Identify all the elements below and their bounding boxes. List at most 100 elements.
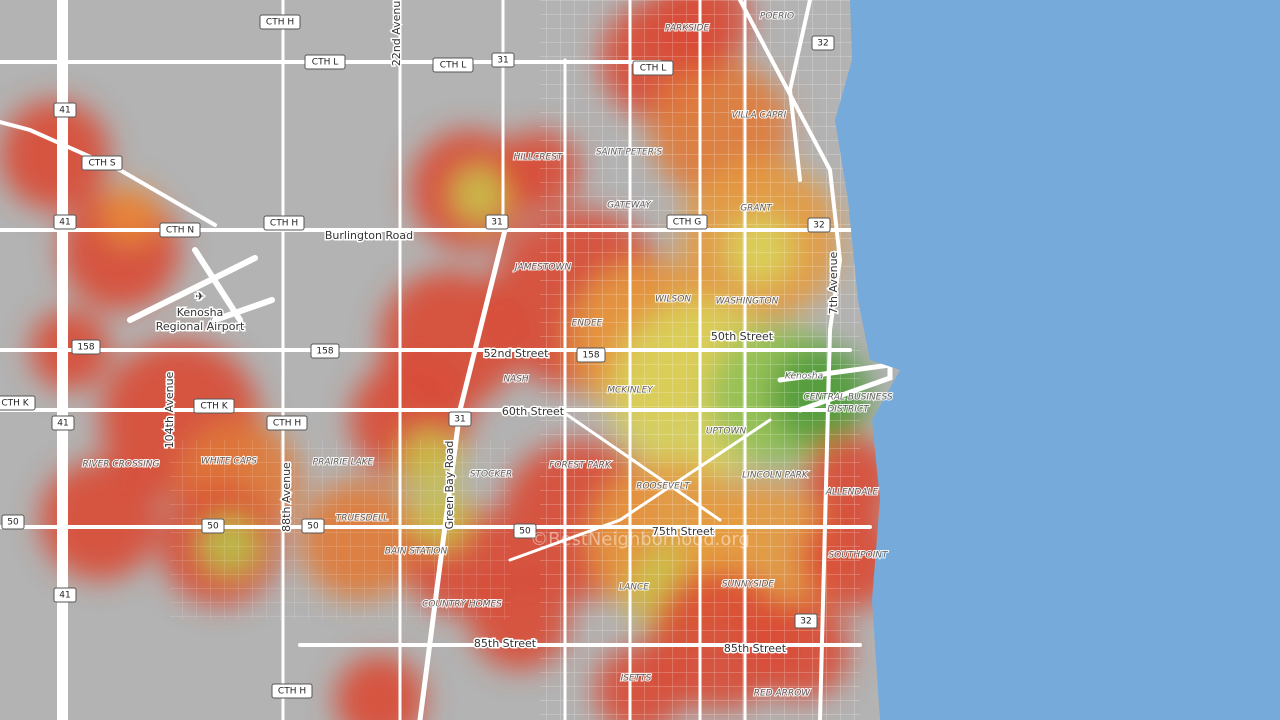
route-shield-label: CTH L (640, 64, 666, 74)
neighborhood-label: LANCE (619, 583, 649, 593)
route-shield (485, 214, 509, 230)
route-shield (304, 54, 346, 70)
route-shield (201, 518, 225, 534)
route-shield-label: 31 (454, 415, 465, 425)
route-shield (1, 514, 25, 530)
route-shield (193, 398, 235, 414)
route-shield-label: 41 (59, 218, 70, 228)
route-shield-label: CTH S (88, 159, 115, 169)
street-label: 60th Street (502, 405, 565, 418)
route-shield (794, 613, 818, 629)
route-shield-label: 41 (59, 591, 70, 601)
neighborhood-label: RED ARROW (754, 689, 811, 699)
heat-cell (40, 460, 160, 580)
labels: Burlington Road 52nd Street 60th Street 50t… (0, 0, 894, 700)
airport-label: Regional Airport (156, 320, 245, 333)
route-shield-label: CTH L (312, 58, 338, 68)
route-shield-label: 158 (582, 351, 599, 361)
district-label: CENTRAL BUSINESS (803, 393, 892, 403)
route-shield (53, 102, 77, 118)
neighborhood-label: BAIN STATION (385, 547, 448, 557)
neighborhood-label: POERIO (760, 12, 794, 22)
route-shield (310, 343, 340, 359)
street-label: 50th Street (711, 330, 774, 343)
route-shield (53, 587, 77, 603)
route-shield-label: 32 (800, 617, 811, 627)
route-shield (263, 215, 305, 231)
route-shield (576, 347, 606, 363)
route-shield (811, 35, 835, 51)
heat-cell (335, 655, 425, 720)
heat-cell (452, 167, 508, 223)
route-shield (666, 214, 708, 230)
avenue-label: 104th Avenue (163, 371, 176, 448)
route-shield-label: 41 (59, 106, 70, 116)
neighborhood-label: ISETTS (621, 674, 652, 684)
route-shield (81, 155, 123, 171)
route-shield-label: 50 (307, 522, 319, 532)
route-shield-label: CTH H (266, 18, 294, 28)
neighborhood-label: STOCKER (470, 470, 512, 480)
neighborhood-label: WILSON (655, 295, 691, 305)
route-shield (71, 339, 101, 355)
route-shield (0, 395, 36, 411)
route-shield (271, 683, 313, 699)
avenue-label: 22nd Avenue (390, 0, 403, 66)
airport-label: Kenosha (177, 306, 224, 319)
avenue-label: 7th Avenue (827, 251, 840, 314)
route-shield (807, 217, 831, 233)
neighborhood-label: SOUTHPOINT (828, 551, 889, 561)
neighborhood-label: ALLENDALE (825, 488, 879, 498)
airport-icon: ✈ (195, 290, 204, 303)
street-label: 75th Street (652, 525, 715, 538)
neighborhood-label: NASH (503, 375, 529, 385)
route-shield (491, 52, 515, 68)
route-shield-label: CTH H (273, 419, 301, 429)
street-label: 52nd Street (484, 347, 550, 360)
street-label: Burlington Road (325, 229, 413, 242)
town-label: TRUESDELL (336, 514, 388, 524)
route-shield (159, 222, 201, 238)
neighborhood-label: SAINT PETER'S (596, 148, 663, 158)
route-shield-label: CTH H (270, 219, 298, 229)
neighborhood-label: LINCOLN PARK (742, 471, 809, 481)
route-shield-label: CTH K (1, 399, 29, 409)
city-label: Kenosha (785, 372, 823, 382)
route-shield-label: CTH N (166, 226, 194, 236)
neighborhood-label: PARKSIDE (665, 24, 710, 34)
route-shield-label: 32 (817, 39, 828, 49)
neighborhood-label: ROOSEVELT (636, 482, 691, 492)
route-shield (51, 415, 75, 431)
route-shield (513, 523, 537, 539)
neighborhood-label: HILLCREST (514, 153, 564, 163)
route-shield-label: 31 (491, 218, 502, 228)
neighborhood-label: GRANT (740, 204, 773, 214)
neighborhood-label: GATEWAY (607, 201, 652, 211)
neighborhood-label: SUNNYSIDE (722, 580, 775, 590)
avenue-label: Green Bay Road (443, 441, 456, 530)
route-shield (632, 60, 674, 76)
neighborhood-label: VILLA CAPRI (732, 111, 787, 121)
route-shield (266, 415, 308, 431)
route-shield-label: 50 (7, 518, 19, 528)
route-shield-label: CTH H (278, 687, 306, 697)
neighborhood-label: WHITE CAPS (201, 457, 257, 467)
route-shield (259, 14, 301, 30)
neighborhood-label: PRAIRIE LAKE (313, 458, 374, 468)
neighborhood-label: ENDEE (572, 319, 603, 329)
neighborhood-label: UPTOWN (706, 427, 746, 437)
route-shield-label: 50 (519, 527, 531, 537)
neighborhood-label: FOREST PARK (549, 461, 612, 471)
route-shield (432, 57, 474, 73)
route-shield (53, 214, 77, 230)
avenue-label: 88th Avenue (280, 462, 293, 532)
neighborhood-label: WASHINGTON (716, 297, 779, 307)
route-shield-label: CTH K (200, 402, 228, 412)
neighborhood-label: RIVER CROSSING (83, 460, 160, 470)
route-shield-label: 41 (57, 419, 68, 429)
route-shield-label: CTH L (440, 61, 466, 71)
route-shield-label: 158 (77, 343, 94, 353)
neighborhood-label: JAMESTOWN (513, 263, 571, 273)
route-shield-label: 158 (316, 347, 333, 357)
